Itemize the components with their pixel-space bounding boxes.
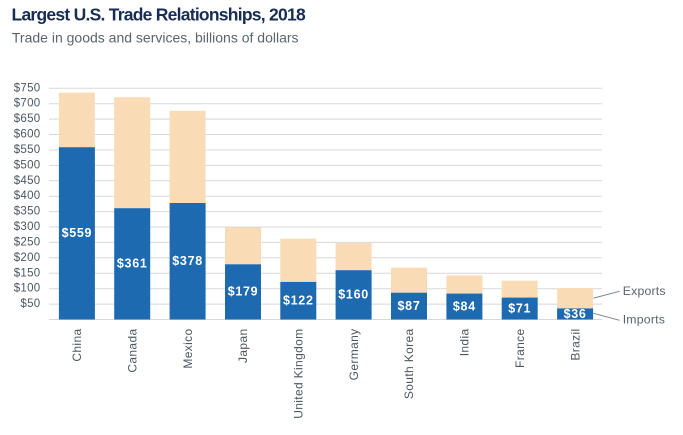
svg-text:$500: $500	[14, 159, 41, 171]
svg-text:$350: $350	[14, 206, 41, 218]
svg-text:$36: $36	[564, 307, 587, 321]
svg-text:$87: $87	[398, 299, 421, 313]
svg-text:Mexico: Mexico	[181, 329, 195, 369]
svg-text:$600: $600	[14, 129, 41, 141]
svg-text:United Kingdom: United Kingdom	[292, 329, 306, 419]
svg-text:$400: $400	[14, 190, 41, 202]
svg-text:$559: $559	[62, 226, 93, 240]
svg-text:$100: $100	[14, 283, 41, 295]
svg-text:$50: $50	[20, 298, 40, 310]
svg-text:Largest U.S. Trade Relationshi: Largest U.S. Trade Relationships, 2018	[12, 4, 306, 24]
svg-text:Trade in goods and services, b: Trade in goods and services, billions of…	[12, 30, 299, 46]
svg-text:$550: $550	[14, 144, 41, 156]
svg-text:Canada: Canada	[125, 329, 139, 373]
svg-text:$300: $300	[14, 221, 41, 233]
svg-text:$378: $378	[172, 254, 203, 268]
svg-text:Exports: Exports	[623, 284, 666, 298]
svg-text:$750: $750	[14, 82, 41, 94]
svg-text:$179: $179	[228, 285, 259, 299]
svg-text:Brazil: Brazil	[568, 329, 582, 361]
svg-text:$200: $200	[14, 252, 41, 264]
svg-text:$160: $160	[338, 288, 369, 302]
svg-text:$71: $71	[508, 301, 531, 315]
svg-text:$122: $122	[283, 294, 314, 308]
svg-text:China: China	[70, 329, 84, 362]
svg-text:India: India	[458, 329, 472, 357]
svg-text:$150: $150	[14, 267, 41, 279]
svg-text:$650: $650	[14, 113, 41, 125]
svg-text:Imports: Imports	[623, 313, 665, 327]
svg-text:Japan: Japan	[236, 329, 250, 363]
svg-text:$84: $84	[453, 299, 476, 313]
svg-text:$700: $700	[14, 98, 41, 110]
svg-text:$450: $450	[14, 175, 41, 187]
svg-text:$250: $250	[14, 236, 41, 248]
svg-text:Germany: Germany	[347, 329, 361, 381]
svg-text:South Korea: South Korea	[402, 329, 416, 400]
svg-text:$361: $361	[117, 257, 148, 271]
svg-text:France: France	[513, 329, 527, 368]
